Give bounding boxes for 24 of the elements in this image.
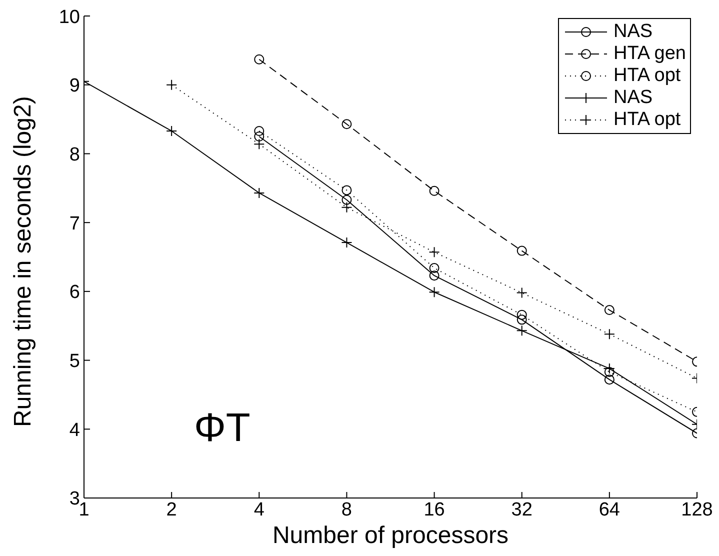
legend-label: HTA opt xyxy=(613,109,681,131)
legend-label: HTA gen xyxy=(613,43,686,65)
x-axis-title: Number of processors xyxy=(272,522,509,549)
x-tick-label: 32 xyxy=(511,499,532,520)
legend-label: NAS xyxy=(613,87,653,109)
legend-label: HTA opt xyxy=(613,65,681,87)
y-tick-label: 6 xyxy=(69,282,80,304)
y-tick-label: 4 xyxy=(69,420,80,441)
y-tick-label: 10 xyxy=(58,6,80,28)
legend-label: NAS xyxy=(613,21,653,43)
x-tick-label: 8 xyxy=(341,499,352,520)
x-tick-label: 1 xyxy=(78,499,90,520)
x-tick-label: 4 xyxy=(254,499,265,520)
y-tick-label: 8 xyxy=(69,144,80,166)
x-tick-label: 2 xyxy=(166,499,177,520)
x-tick-label: 128 xyxy=(681,499,713,520)
y-tick-label: 3 xyxy=(69,488,80,510)
y-tick-label: 5 xyxy=(69,351,80,372)
annotation: ΦT xyxy=(194,406,250,451)
x-tick-label: 64 xyxy=(598,499,620,520)
y-axis-title: Running time in seconds (log2) xyxy=(10,96,37,427)
y-tick-label: 7 xyxy=(69,213,80,234)
y-tick-label: 9 xyxy=(69,76,80,97)
x-tick-label: 16 xyxy=(424,499,445,520)
